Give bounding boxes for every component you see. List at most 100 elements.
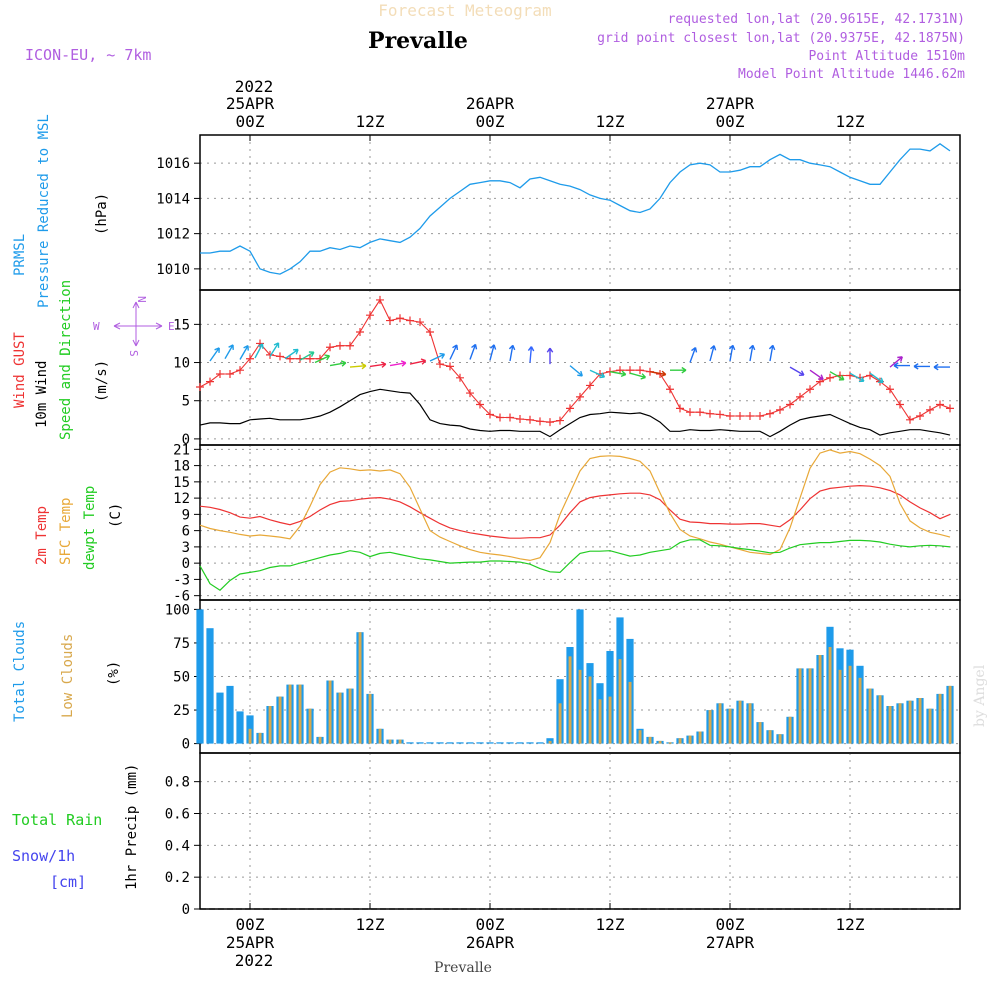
wind10m-label: 10m Wind (34, 361, 50, 428)
low-cloud-bar (368, 693, 372, 744)
y-tick-label: 1012 (156, 227, 190, 243)
gust-marker (226, 369, 234, 378)
temp2m-line (199, 484, 951, 539)
y-tick-label: 0 (182, 902, 190, 918)
gust-marker (936, 400, 944, 409)
gust-marker (926, 405, 934, 414)
total-cloud-bar (236, 711, 244, 744)
gust-marker (946, 404, 954, 413)
hour-label-bottom: 12Z (836, 915, 865, 934)
gust-marker (536, 417, 544, 426)
gust-marker (686, 408, 694, 417)
low-cloud-bar (758, 722, 762, 744)
low-cloud-bar (708, 710, 712, 744)
y-tick-label: -6 (173, 589, 190, 605)
low-cloud-bar (558, 703, 562, 744)
y-tick-label: 75 (173, 636, 190, 652)
wind-gust-line (199, 298, 951, 423)
low-cloud-bar (728, 708, 732, 744)
wind-arrow (508, 344, 516, 362)
hour-label-bottom: 00Z (236, 915, 265, 934)
gust-marker (306, 354, 314, 363)
gust-marker (356, 327, 364, 336)
low-cloud-bar (868, 688, 872, 744)
low-cloud-bar (358, 632, 362, 744)
y-tick-label: -3 (173, 572, 190, 588)
gust-marker (266, 350, 274, 359)
y-tick-label: 0.2 (165, 870, 190, 886)
y-tick-label: 0 (182, 556, 190, 572)
gust-marker (566, 404, 574, 413)
clouds-unit: (%) (106, 661, 122, 686)
hour-label-top: 12Z (836, 112, 865, 131)
gust-marker (556, 416, 564, 425)
low-cloud-bar (778, 734, 782, 744)
total-cloud-bar (426, 742, 434, 744)
gust-marker (386, 316, 394, 325)
gust-marker (886, 385, 894, 394)
snow-label: Snow/1h (12, 847, 75, 865)
total-cloud-bar (406, 742, 414, 744)
date-label-top: 25APR (226, 94, 275, 113)
wind-arrow (728, 344, 736, 362)
wind-arrow (869, 372, 884, 384)
wind-arrow (829, 371, 845, 381)
low-cloud-bar (748, 703, 752, 744)
low-cloud-bar (388, 739, 392, 744)
hour-label-top: 12Z (596, 112, 625, 131)
gust-marker (746, 411, 754, 420)
low-cloud-bar (638, 730, 642, 744)
point-altitude: Point Altitude 1510m (808, 49, 965, 64)
panel-frame (199, 752, 961, 910)
gust-marker (576, 392, 584, 401)
low-cloud-bar (248, 728, 252, 744)
compass-rose: N S W E (93, 296, 175, 357)
gust-marker (246, 354, 254, 363)
wind-arrow (469, 343, 478, 360)
total-cloud-bar (196, 609, 204, 744)
total-cloud-bar (476, 742, 484, 744)
total-cloud-bar (416, 742, 424, 744)
hour-label-top: 00Z (476, 112, 505, 131)
low-cloud-bar (268, 706, 272, 744)
y-tick-label: 1016 (156, 156, 190, 172)
wind-arrow (689, 346, 698, 363)
low-cloud-bar (788, 716, 792, 744)
low-cloud-bar (858, 677, 862, 744)
pressure-label-1: PRMSL (12, 234, 28, 276)
gust-marker (436, 360, 444, 369)
low-cloud-bar (598, 699, 602, 744)
location-title: Prevalle (368, 28, 468, 54)
wind-speed-line (199, 388, 951, 438)
gust-marker (406, 316, 414, 325)
low-cloud-bar (588, 676, 592, 744)
gust-marker (256, 339, 264, 348)
wind-arrow (239, 344, 249, 360)
gust-marker (546, 418, 554, 427)
wind-direction-label: Speed and Direction (58, 280, 74, 440)
footer-location: Prevalle (434, 960, 492, 976)
gust-marker (286, 354, 294, 363)
total-cloud-bar (536, 742, 544, 744)
low-cloud-bar (948, 685, 952, 744)
hour-label-top: 00Z (716, 112, 745, 131)
wind-arrow (629, 372, 647, 380)
wind-arrow (913, 363, 930, 370)
low-cloud-bar (768, 730, 772, 744)
low-cloud-bar (398, 739, 402, 744)
gust-marker (396, 314, 404, 323)
gust-marker (416, 318, 424, 327)
total-cloud-bar (496, 742, 504, 744)
low-cloud-bar (568, 656, 572, 744)
gust-marker (776, 405, 784, 414)
low-cloud-bar (668, 742, 672, 744)
gust-marker (626, 366, 634, 375)
compass-n: N (135, 296, 148, 303)
wind-arrow (933, 363, 950, 371)
low-cloud-bar (928, 708, 932, 744)
wind-arrow (849, 372, 865, 383)
wind-arrow (389, 360, 407, 367)
gust-marker (586, 381, 594, 390)
chart-content: 1010101210141016051015-6-303691215182102… (156, 94, 961, 952)
wind-arrow (409, 358, 427, 365)
